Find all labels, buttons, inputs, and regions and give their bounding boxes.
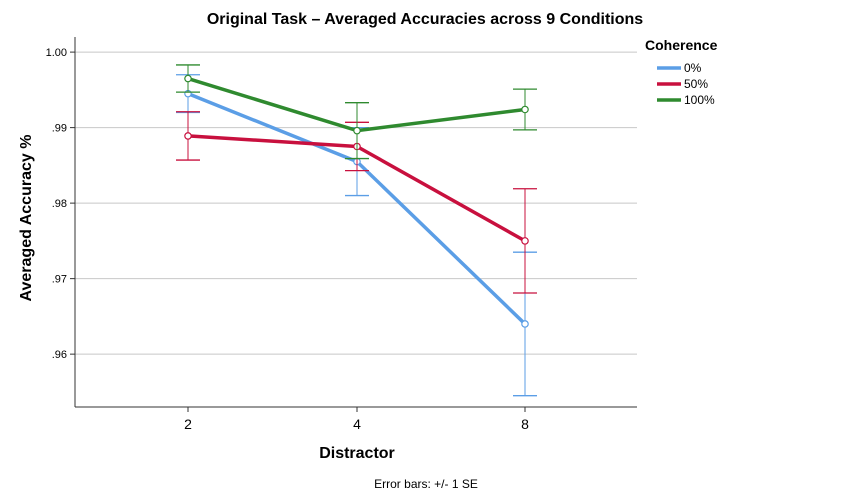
series-group — [176, 64, 537, 397]
x-ticks: 2 4 8 — [184, 407, 529, 432]
data-point — [353, 126, 361, 135]
legend: Coherence 0% 50% 100% — [645, 37, 718, 107]
y-tick-label: .99 — [52, 123, 67, 135]
legend-label: 50% — [684, 77, 708, 91]
series-100pct — [176, 64, 537, 160]
x-axis-title: Distractor — [319, 445, 395, 462]
legend-label: 0% — [684, 61, 702, 75]
chart-title: Original Task – Averaged Accuracies acro… — [207, 11, 643, 28]
legend-label: 100% — [684, 93, 715, 107]
y-ticks: .96 .97 .98 .99 1.00 — [46, 47, 75, 361]
data-point — [184, 132, 192, 140]
y-axis-title: Averaged Accuracy % — [18, 135, 35, 302]
y-tick-label: .98 — [52, 198, 67, 210]
x-tick-label: 8 — [521, 416, 529, 432]
data-point — [521, 320, 529, 328]
y-tick-label: 1.00 — [46, 47, 67, 59]
footnote: Error bars: +/- 1 SE — [374, 477, 478, 491]
data-point — [521, 237, 529, 245]
legend-title: Coherence — [645, 37, 718, 53]
x-tick-label: 2 — [184, 416, 192, 432]
data-point — [184, 74, 192, 83]
y-tick-label: .96 — [52, 349, 67, 361]
axes — [74, 37, 637, 408]
data-point — [521, 105, 529, 114]
gridlines — [75, 51, 637, 355]
y-tick-label: .97 — [52, 274, 67, 286]
x-tick-label: 4 — [353, 416, 361, 432]
